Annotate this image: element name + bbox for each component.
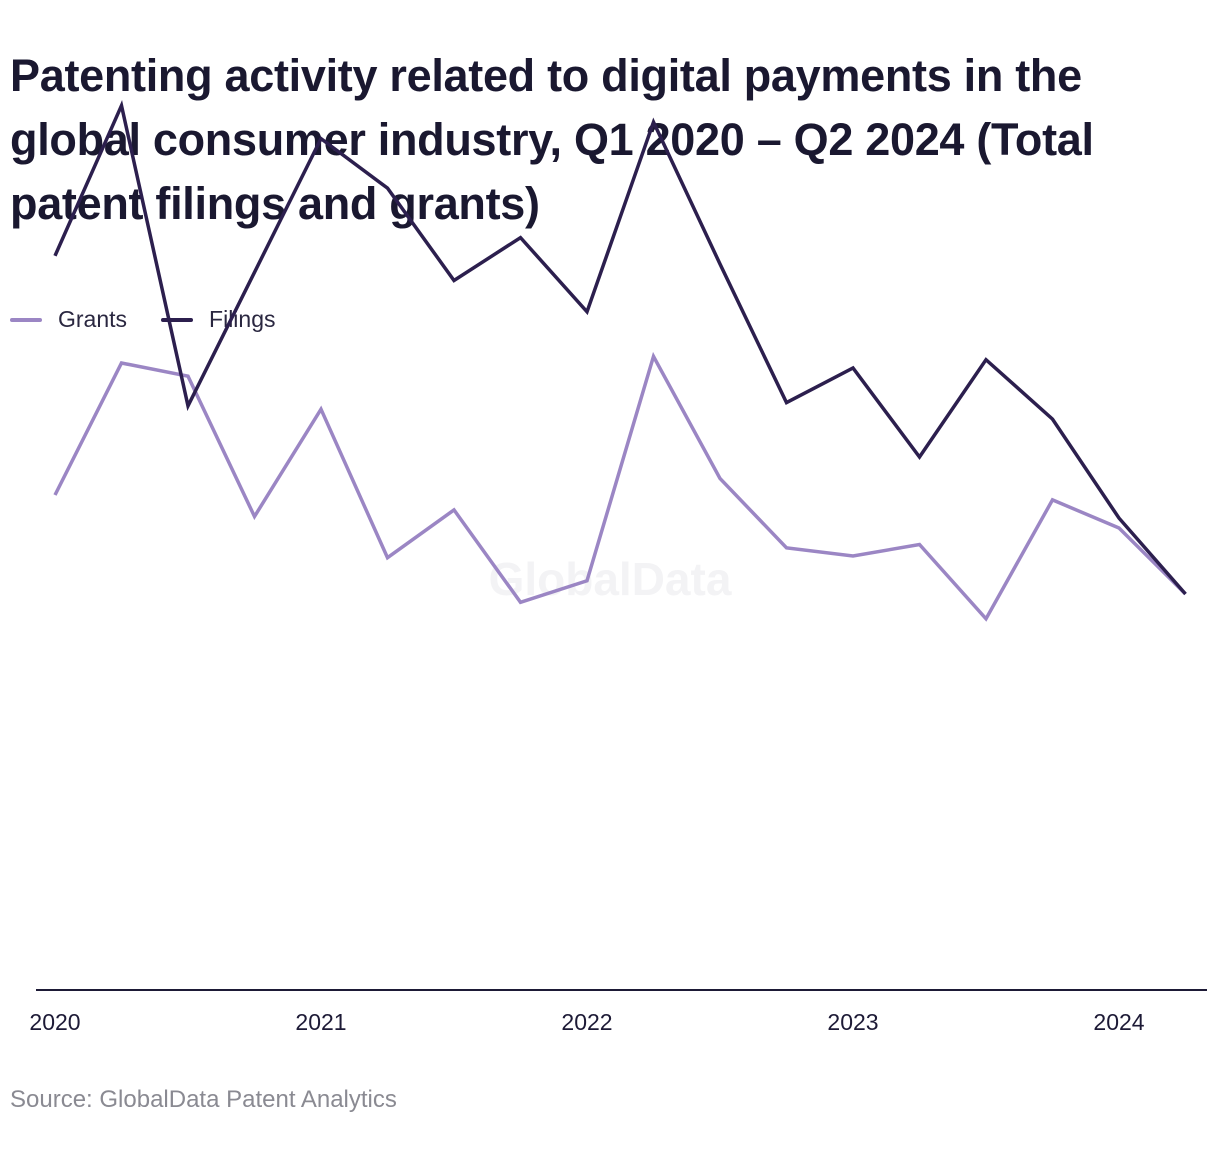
x-tick-label: 2023	[827, 1009, 878, 1035]
legend-item-grants: Grants	[10, 306, 127, 333]
watermark: GlobalData	[489, 553, 732, 605]
chart-title: Patenting activity related to digital pa…	[10, 50, 1094, 229]
source-note: Source: GlobalData Patent Analytics	[10, 1086, 397, 1113]
legend-swatch-filings	[161, 317, 194, 322]
legend-label-filings: Filings	[209, 306, 276, 332]
x-tick-label: 2022	[561, 1009, 612, 1035]
legend-swatch-grants	[10, 317, 42, 322]
series-layer	[53, 100, 1187, 622]
x-tick-label: 2020	[29, 1009, 80, 1035]
series-line-filings	[53, 100, 1187, 596]
legend: Grants Filings	[10, 306, 310, 333]
x-axis-ticks: 2020 2021 2022 2023 2024	[29, 1009, 1144, 1035]
series-line-grants	[53, 351, 1187, 622]
legend-label-grants: Grants	[58, 306, 128, 332]
legend-item-filings: Filings	[161, 306, 276, 333]
x-tick-label: 2021	[295, 1009, 346, 1035]
x-tick-label: 2024	[1093, 1009, 1144, 1035]
